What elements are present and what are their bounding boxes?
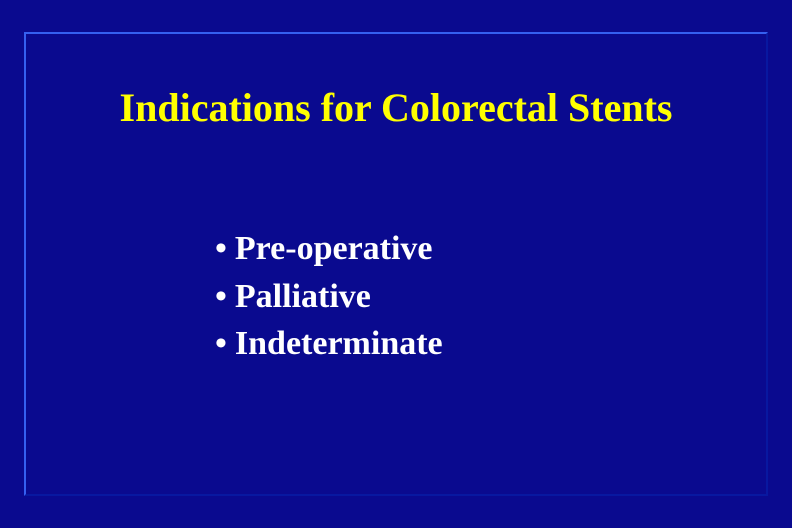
bullet-list: • Pre-operative • Palliative • Indetermi…	[215, 225, 443, 368]
bullet-item: • Palliative	[215, 273, 443, 321]
bullet-text: Pre-operative	[235, 225, 433, 273]
bullet-text: Indeterminate	[235, 320, 443, 368]
bullet-text: Palliative	[235, 273, 371, 321]
bullet-item: • Pre-operative	[215, 225, 443, 273]
bullet-marker-icon: •	[215, 273, 227, 321]
slide-title: Indications for Colorectal Stents	[0, 84, 792, 131]
bullet-marker-icon: •	[215, 225, 227, 273]
bullet-item: • Indeterminate	[215, 320, 443, 368]
bullet-marker-icon: •	[215, 320, 227, 368]
